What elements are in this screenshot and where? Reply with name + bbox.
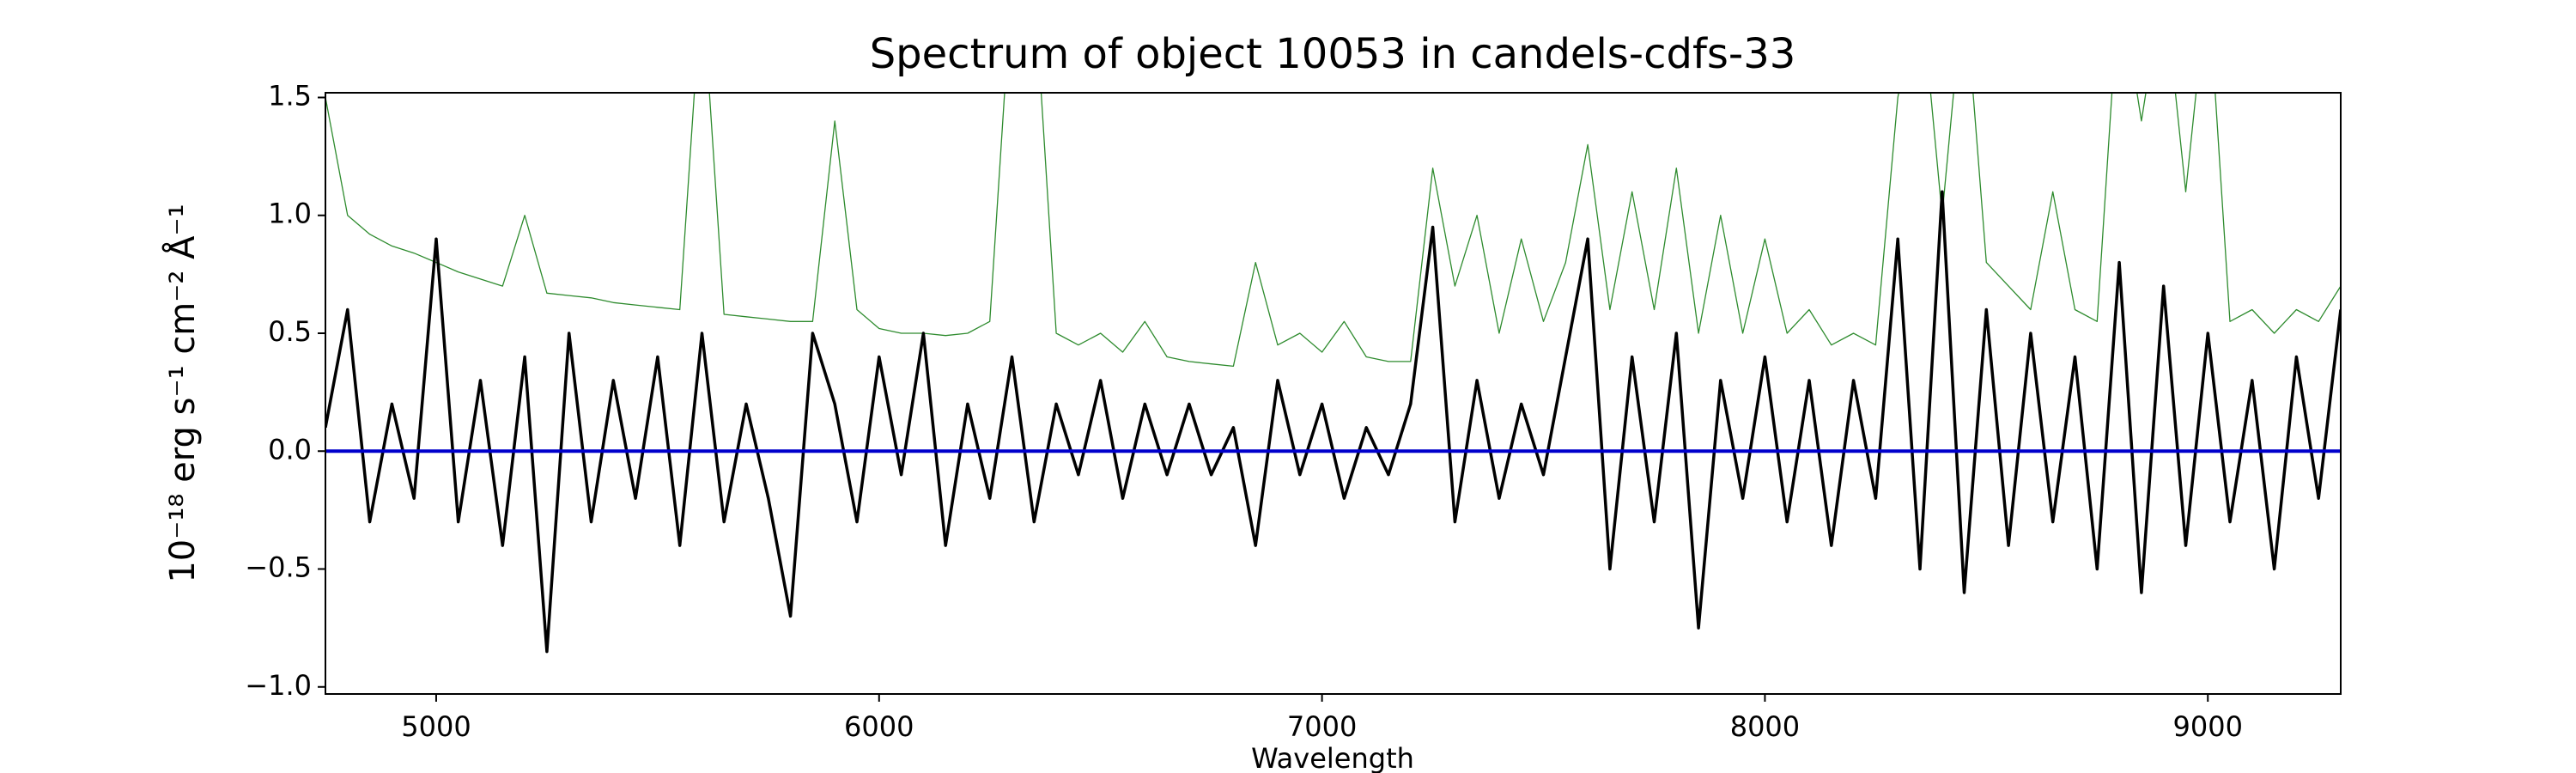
y-tick-label: −0.5	[245, 551, 312, 584]
y-axis-label: 10⁻¹⁸ erg s⁻¹ cm⁻² Å⁻¹	[161, 204, 203, 582]
y-tick-label: 1.5	[268, 79, 312, 112]
x-tick-label: 9000	[2173, 710, 2243, 743]
y-tick-label: 0.5	[268, 315, 312, 348]
x-axis-label: Wavelength	[1251, 742, 1414, 773]
y-tick-label: 0.0	[268, 433, 312, 466]
x-tick-label: 6000	[844, 710, 914, 743]
y-tick-label: 1.0	[268, 198, 312, 230]
spectrum-line	[325, 93, 2341, 368]
plot-area	[325, 93, 2341, 654]
chart-title: Spectrum of object 10053 in candels-cdfs…	[870, 30, 1796, 78]
y-tick-label: −1.0	[245, 669, 312, 702]
x-tick-label: 7000	[1287, 710, 1357, 743]
x-tick-label: 8000	[1730, 710, 1800, 743]
x-tick-label: 5000	[401, 710, 471, 743]
spectrum-line	[325, 190, 2341, 654]
axes-frame	[325, 92, 2342, 695]
